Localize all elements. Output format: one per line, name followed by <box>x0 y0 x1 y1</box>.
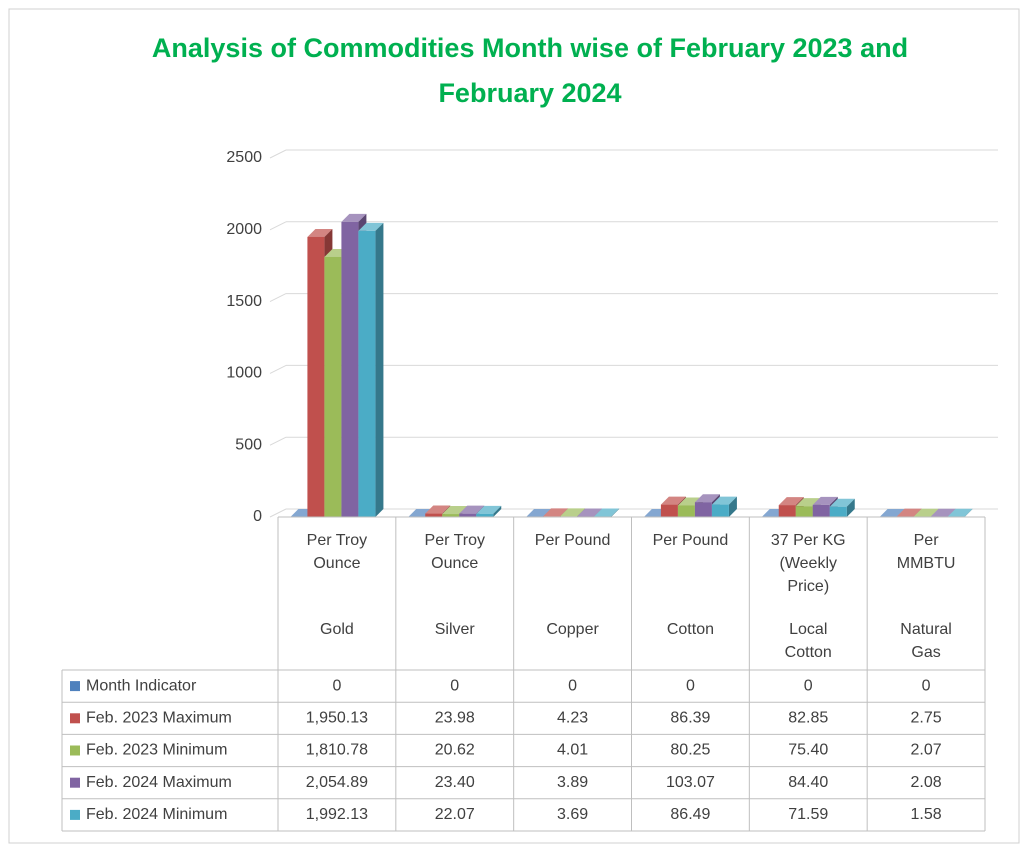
table-value: 0 <box>332 677 341 694</box>
table-value: 1.58 <box>911 806 942 823</box>
table-value: 82.85 <box>788 710 828 727</box>
bar <box>661 505 678 517</box>
table-value: 0 <box>568 677 577 694</box>
table-value: 2.75 <box>911 710 942 727</box>
table-value: 86.49 <box>670 806 710 823</box>
bar <box>830 507 847 517</box>
bar <box>695 502 712 517</box>
table-value: 103.07 <box>666 774 715 791</box>
bar <box>307 237 324 517</box>
bar <box>358 231 375 517</box>
table-value: 3.69 <box>557 806 588 823</box>
bar <box>712 505 729 517</box>
table-value: 84.40 <box>788 774 828 791</box>
legend-label: Feb. 2023 Maximum <box>86 710 232 727</box>
y-tick-label: 0 <box>253 508 262 525</box>
table-value: 2.07 <box>911 742 942 759</box>
y-tick-label: 2000 <box>226 221 262 238</box>
legend-label: Feb. 2023 Minimum <box>86 742 227 759</box>
table-value: 1,950.13 <box>306 710 368 727</box>
x-tick-label: Silver <box>435 621 476 638</box>
y-tick-label: 1500 <box>226 293 262 310</box>
legend-swatch <box>70 778 80 788</box>
x-tick-label: Copper <box>546 621 599 638</box>
y-tick-label: 500 <box>235 436 262 453</box>
bar <box>459 514 476 517</box>
bar <box>324 257 341 517</box>
table-value: 23.40 <box>435 774 475 791</box>
legend-swatch <box>70 681 80 691</box>
y-tick-label: 1000 <box>226 365 262 382</box>
table-value: 23.98 <box>435 710 475 727</box>
bar <box>341 222 358 517</box>
bar <box>779 505 796 517</box>
x-tick-label: Gold <box>320 621 354 638</box>
category-unit: Per Pound <box>653 532 729 549</box>
table-value: 1,992.13 <box>306 806 368 823</box>
y-tick-label: 2500 <box>226 149 262 166</box>
table-value: 20.62 <box>435 742 475 759</box>
table-value: 71.59 <box>788 806 828 823</box>
table-value: 80.25 <box>670 742 710 759</box>
bar-side <box>375 223 383 517</box>
bar <box>425 514 442 517</box>
x-tick-label: Cotton <box>667 621 714 638</box>
table-value: 0 <box>804 677 813 694</box>
table-value: 0 <box>686 677 695 694</box>
table-value: 2,054.89 <box>306 774 368 791</box>
table-value: 2.08 <box>911 774 942 791</box>
table-value: 75.40 <box>788 742 828 759</box>
legend-swatch <box>70 810 80 820</box>
bar <box>813 505 830 517</box>
table-value: 22.07 <box>435 806 475 823</box>
bar <box>796 506 813 517</box>
table-value: 1,810.78 <box>306 742 368 759</box>
table-value: 3.89 <box>557 774 588 791</box>
table-value: 86.39 <box>670 710 710 727</box>
legend-swatch <box>70 713 80 723</box>
table-value: 0 <box>450 677 459 694</box>
bar <box>678 505 695 517</box>
legend-swatch <box>70 746 80 756</box>
table-value: 4.23 <box>557 710 588 727</box>
legend-label: Feb. 2024 Minimum <box>86 806 227 823</box>
legend-label: Month Indicator <box>86 677 197 694</box>
table-value: 0 <box>922 677 931 694</box>
table-value: 4.01 <box>557 742 588 759</box>
legend-label: Feb. 2024 Maximum <box>86 774 232 791</box>
category-unit: Per Pound <box>535 532 611 549</box>
